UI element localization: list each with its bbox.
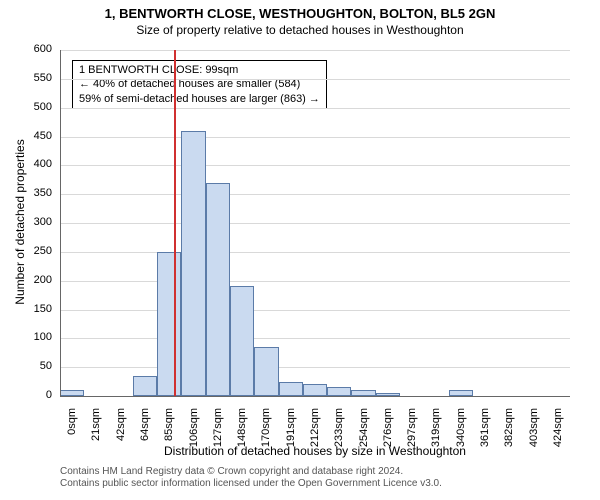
x-tick-label: 21sqm <box>90 408 102 458</box>
x-tick-label: 382sqm <box>503 408 515 458</box>
grid-line <box>60 367 570 368</box>
y-tick-label: 250 <box>0 245 52 257</box>
x-tick-label: 85sqm <box>163 408 175 458</box>
histogram-bar <box>230 286 254 396</box>
y-tick-label: 550 <box>0 72 52 84</box>
grid-line <box>60 165 570 166</box>
x-tick-label: 148sqm <box>236 408 248 458</box>
x-tick-label: 297sqm <box>406 408 418 458</box>
y-tick-label: 50 <box>0 360 52 372</box>
grid-line <box>60 310 570 311</box>
histogram-bar <box>279 382 303 396</box>
x-tick-label: 424sqm <box>552 408 564 458</box>
reference-line <box>174 50 176 396</box>
y-axis-line <box>60 50 61 396</box>
footer-line: Contains public sector information licen… <box>60 478 442 490</box>
x-tick-label: 170sqm <box>260 408 272 458</box>
page-subtitle: Size of property relative to detached ho… <box>0 21 600 41</box>
y-tick-label: 300 <box>0 216 52 228</box>
histogram-bar <box>254 347 278 396</box>
histogram-bar <box>157 252 181 396</box>
x-tick-label: 340sqm <box>455 408 467 458</box>
histogram-bar <box>206 183 230 396</box>
histogram-bar <box>181 131 205 396</box>
grid-line <box>60 338 570 339</box>
grid-line <box>60 108 570 109</box>
y-tick-label: 450 <box>0 130 52 142</box>
x-tick-label: 319sqm <box>430 408 442 458</box>
y-tick-label: 600 <box>0 43 52 55</box>
y-tick-label: 100 <box>0 331 52 343</box>
y-tick-label: 350 <box>0 187 52 199</box>
x-tick-label: 64sqm <box>139 408 151 458</box>
chart-container: 1, BENTWORTH CLOSE, WESTHOUGHTON, BOLTON… <box>0 0 600 500</box>
x-tick-label: 127sqm <box>212 408 224 458</box>
x-axis-line <box>60 396 570 397</box>
page-title: 1, BENTWORTH CLOSE, WESTHOUGHTON, BOLTON… <box>0 0 600 21</box>
annotation-line: 1 BENTWORTH CLOSE: 99sqm <box>79 63 320 77</box>
grid-line <box>60 252 570 253</box>
grid-line <box>60 79 570 80</box>
x-tick-label: 212sqm <box>309 408 321 458</box>
x-tick-label: 276sqm <box>382 408 394 458</box>
y-tick-label: 200 <box>0 274 52 286</box>
footer-credits: Contains HM Land Registry data © Crown c… <box>60 466 442 490</box>
grid-line <box>60 137 570 138</box>
y-tick-label: 400 <box>0 158 52 170</box>
histogram-bar <box>303 384 327 396</box>
x-tick-label: 361sqm <box>479 408 491 458</box>
grid-line <box>60 223 570 224</box>
x-tick-label: 0sqm <box>66 408 78 458</box>
x-tick-label: 42sqm <box>115 408 127 458</box>
y-tick-label: 500 <box>0 101 52 113</box>
x-tick-label: 106sqm <box>188 408 200 458</box>
y-tick-label: 150 <box>0 303 52 315</box>
grid-line <box>60 281 570 282</box>
grid-line <box>60 194 570 195</box>
footer-line: Contains HM Land Registry data © Crown c… <box>60 466 442 478</box>
grid-line <box>60 50 570 51</box>
histogram-bar <box>327 387 351 396</box>
x-tick-label: 254sqm <box>358 408 370 458</box>
annotation-line: 59% of semi-detached houses are larger (… <box>79 92 320 106</box>
y-tick-label: 0 <box>0 389 52 401</box>
x-tick-label: 191sqm <box>285 408 297 458</box>
x-tick-label: 403sqm <box>528 408 540 458</box>
x-tick-label: 233sqm <box>333 408 345 458</box>
histogram-bar <box>133 376 157 396</box>
annotation-box: 1 BENTWORTH CLOSE: 99sqm ← 40% of detach… <box>72 60 327 109</box>
